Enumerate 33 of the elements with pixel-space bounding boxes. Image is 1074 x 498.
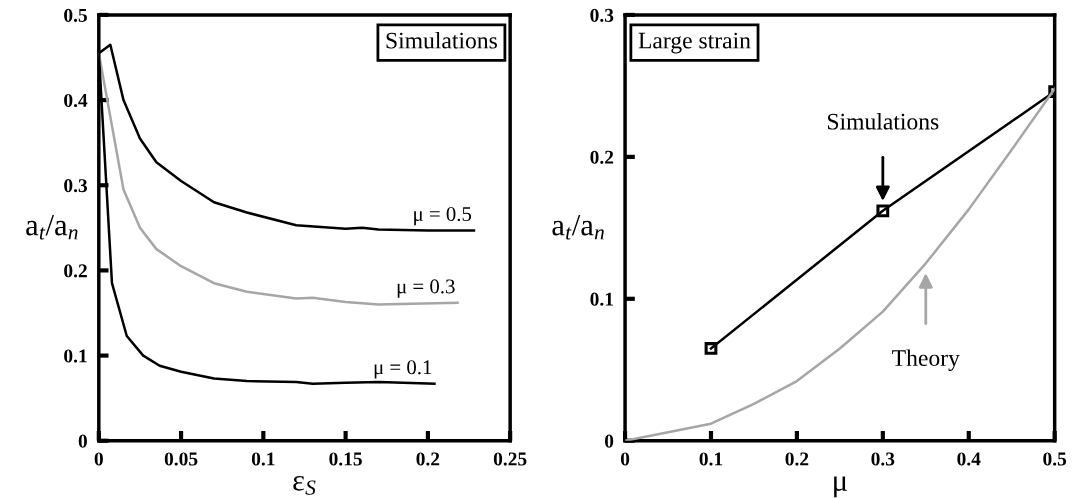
x-tick-label: 0.2 xyxy=(416,452,440,466)
x-axis-title: ε$_{S}$ xyxy=(293,476,316,495)
series-label: μ = 0.1 xyxy=(374,360,432,379)
x-tick-label: 0.1 xyxy=(251,452,275,466)
x-tick-label: 0 xyxy=(94,452,103,466)
y-tick-label: 0.2 xyxy=(590,150,614,164)
y-tick-label: 0 xyxy=(604,434,614,448)
y-tick-label: 0.1 xyxy=(590,292,613,306)
y-tick-label: 0.5 xyxy=(64,8,87,22)
x-tick-label: 0.1 xyxy=(699,452,723,466)
x-tick-label: 0.4 xyxy=(957,452,981,466)
y-tick-label: 0 xyxy=(78,434,87,448)
y-tick-label: 0.2 xyxy=(64,264,87,278)
x-tick-label: 0.05 xyxy=(164,452,198,466)
y-tick-label: 0.1 xyxy=(64,349,87,363)
y-tick-label: 0.4 xyxy=(64,93,88,108)
text: Simulations xyxy=(386,31,497,49)
x-tick-label: 0.15 xyxy=(329,452,362,466)
series-label: μ = 0.5 xyxy=(414,206,472,226)
series-label: Simulations xyxy=(828,113,939,130)
x-tick-label: 0.25 xyxy=(493,452,527,466)
text: Large strain xyxy=(638,32,751,54)
x-tick-label: 0 xyxy=(620,452,630,466)
y-tick-label: 0.3 xyxy=(64,179,88,193)
x-tick-label: 0.3 xyxy=(871,452,895,466)
x-axis-title: μ xyxy=(834,476,847,498)
x-tick-label: 0.5 xyxy=(1043,452,1067,466)
y-axis-title: a$_{t}$/a$_{n}$ xyxy=(552,215,604,240)
x-tick-label: 0.2 xyxy=(785,452,809,466)
legend-label: Theory xyxy=(892,349,960,371)
y-axis-title: a$_{t}$/a$_{n}$ xyxy=(26,215,78,240)
y-tick-label: 0.3 xyxy=(590,8,614,22)
series-label: μ = 0.3 xyxy=(397,279,455,298)
